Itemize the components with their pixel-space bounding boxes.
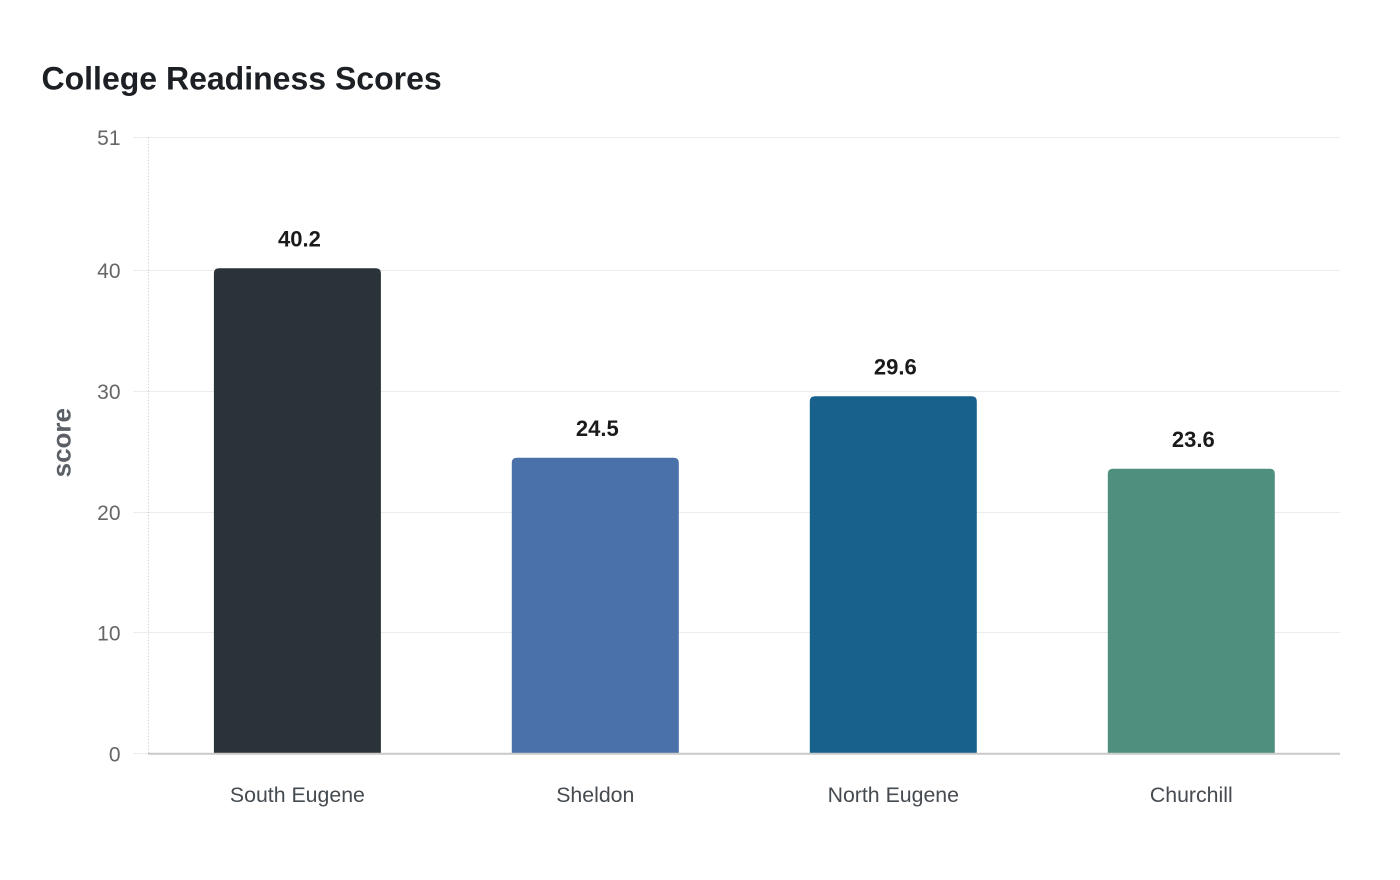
svg-text:40.2: 40.2 xyxy=(278,227,321,252)
svg-text:30: 30 xyxy=(97,381,120,404)
svg-text:North Eugene: North Eugene xyxy=(828,783,959,807)
svg-text:College Readiness Scores: College Readiness Scores xyxy=(42,61,442,97)
svg-text:Churchill: Churchill xyxy=(1150,783,1233,807)
svg-text:10: 10 xyxy=(97,623,120,646)
svg-text:40: 40 xyxy=(97,260,120,283)
svg-text:51: 51 xyxy=(97,127,120,150)
svg-text:South Eugene: South Eugene xyxy=(230,783,365,807)
svg-text:Sheldon: Sheldon xyxy=(556,783,634,807)
svg-text:29.6: 29.6 xyxy=(874,355,917,380)
svg-text:23.6: 23.6 xyxy=(1172,427,1215,452)
svg-text:0: 0 xyxy=(109,743,121,766)
svg-text:score: score xyxy=(47,408,77,477)
svg-text:20: 20 xyxy=(97,502,120,525)
svg-text:24.5: 24.5 xyxy=(576,416,619,441)
